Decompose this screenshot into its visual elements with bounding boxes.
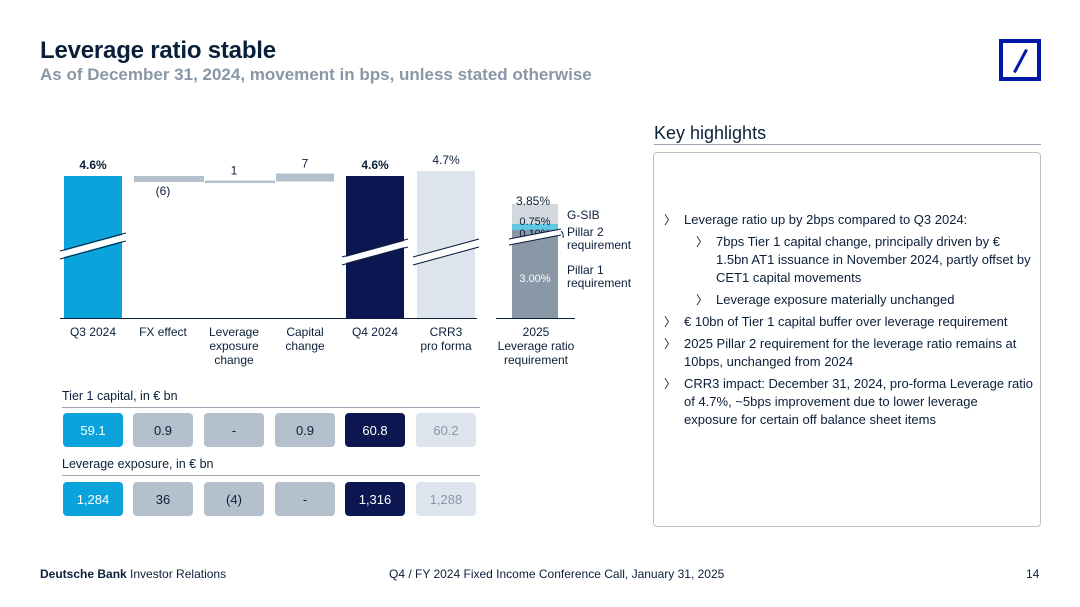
- highlight-text: 7bps Tier 1 capital change, principally …: [716, 234, 1031, 285]
- exposure-value-2: (4): [204, 482, 264, 516]
- requirement-category-label-1: Leverage ratio: [498, 339, 575, 353]
- axis-break-line-a-0: [59, 232, 127, 252]
- chevron-right-icon: 〉: [664, 315, 677, 329]
- chevron-right-icon: 〉: [664, 337, 677, 351]
- highlight-text: € 10bn of Tier 1 capital buffer over lev…: [684, 314, 1008, 329]
- requirement-category-label-0: 2025: [523, 325, 550, 339]
- bar-2: [205, 180, 275, 183]
- value-label-4: 4.6%: [361, 158, 389, 172]
- category-label-0-0: Q3 2024: [70, 325, 116, 339]
- value-label-2: 1: [231, 164, 238, 178]
- key-highlights-divider: [654, 144, 1041, 145]
- tier1-value-5: 60.2: [416, 413, 476, 447]
- highlight-bullet-0: 〉 Leverage ratio up by 2bps compared to Q…: [664, 211, 1034, 229]
- category-label-1-0: FX effect: [139, 325, 187, 339]
- highlight-text: Leverage ratio up by 2bps compared to Q3…: [684, 212, 968, 227]
- requirement-label-2: 0.75%: [519, 216, 550, 228]
- category-label-2-0: Leverage: [209, 325, 259, 339]
- requirement-segment-0: [512, 230, 558, 318]
- highlight-text: CRR3 impact: December 31, 2024, pro-form…: [684, 376, 1033, 427]
- exposure-row-divider: [62, 475, 480, 476]
- chevron-right-icon: 〉: [696, 293, 709, 307]
- requirement-name-pillar1-0: Pillar 1: [567, 263, 604, 277]
- highlight-bullet-3: 〉 € 10bn of Tier 1 capital buffer over le…: [664, 313, 1034, 331]
- tier1-value-0: 59.1: [63, 413, 123, 447]
- exposure-value-1: 36: [133, 482, 193, 516]
- requirement-segment-2: [512, 204, 558, 224]
- axis-break-line-a-4: [341, 238, 409, 258]
- category-label-4-0: Q4 2024: [352, 325, 398, 339]
- axis-break-gap-4: [341, 240, 409, 264]
- chevron-right-icon: 〉: [664, 377, 677, 391]
- value-label-0: 4.6%: [79, 158, 107, 172]
- tier1-row-label: Tier 1 capital, in € bn: [62, 389, 178, 403]
- tier1-value-1: 0.9: [133, 413, 193, 447]
- exposure-value-3: -: [275, 482, 335, 516]
- highlight-bullet-2: 〉 Leverage exposure materially unchanged: [696, 291, 1034, 309]
- category-label-3-0: Capital: [286, 325, 323, 339]
- chevron-right-icon: 〉: [696, 235, 709, 249]
- value-label-3: 7: [302, 157, 309, 171]
- requirement-name-pillar2-0: Pillar 2: [567, 225, 604, 239]
- axis-break-line-b-0: [59, 240, 127, 260]
- footer-event: Q4 / FY 2024 Fixed Income Conference Cal…: [389, 567, 725, 581]
- tier1-value-3: 0.9: [275, 413, 335, 447]
- axis-break-line-a-5: [412, 238, 480, 258]
- tier1-value-2: -: [204, 413, 264, 447]
- category-label-3-1: change: [285, 339, 325, 353]
- category-label-2-1: exposure: [209, 339, 259, 353]
- deutsche-bank-logo-icon: [999, 39, 1041, 81]
- exposure-value-4: 1,316: [345, 482, 405, 516]
- page-subtitle: As of December 31, 2024, movement in bps…: [40, 65, 592, 84]
- axis-break-line-b-5: [412, 246, 480, 266]
- requirement-name-pillar2-1: requirement: [567, 238, 632, 252]
- requirement-break-line-b: [508, 234, 562, 246]
- requirement-name-pillar1-1: requirement: [567, 276, 632, 290]
- requirement-category-label-2: requirement: [504, 353, 569, 367]
- pillar2-leader-line: [560, 230, 564, 239]
- exposure-value-5: 1,288: [416, 482, 476, 516]
- requirement-break-line-a: [508, 228, 562, 240]
- axis-break-line-b-4: [341, 246, 409, 266]
- tier1-value-4: 60.8: [345, 413, 405, 447]
- axis-break-gap-5: [412, 240, 480, 264]
- requirement-label-0: 3.00%: [519, 273, 550, 285]
- value-label-5: 4.7%: [432, 153, 460, 167]
- category-label-2-2: change: [214, 353, 254, 367]
- highlight-text: Leverage exposure materially unchanged: [716, 292, 955, 307]
- requirement-name-gsib: G-SIB: [567, 208, 600, 222]
- axis-break-gap-0: [59, 234, 127, 258]
- highlight-text: 2025 Pillar 2 requirement for the levera…: [684, 336, 1017, 369]
- requirement-segment-1: [512, 224, 558, 230]
- key-highlights-title: Key highlights: [654, 123, 767, 143]
- page-number: 14: [1026, 567, 1040, 581]
- category-label-5-1: pro forma: [420, 339, 472, 353]
- exposure-row-label: Leverage exposure, in € bn: [62, 457, 214, 471]
- key-highlights-list: 〉 Leverage ratio up by 2bps compared to Q…: [664, 211, 1034, 433]
- requirement-total-label: 3.85%: [516, 194, 550, 208]
- bar-1: [134, 176, 204, 182]
- footer-brand: Deutsche Bank Investor Relations: [40, 567, 227, 581]
- category-label-5-0: CRR3: [430, 325, 463, 339]
- highlight-bullet-1: 〉 7bps Tier 1 capital change, principally…: [696, 233, 1034, 287]
- highlight-bullet-4: 〉 2025 Pillar 2 requirement for the lever…: [664, 335, 1034, 371]
- page-title: Leverage ratio stable: [40, 37, 276, 64]
- key-highlights-panel: [653, 152, 1041, 527]
- highlight-bullet-5: 〉 CRR3 impact: December 31, 2024, pro-for…: [664, 375, 1034, 429]
- leverage-ratio-waterfall-chart: 4.6% Q3 2024 (6) FX effect 1 Leverageexposure…: [59, 153, 632, 367]
- value-label-1: (6): [156, 184, 171, 198]
- requirement-break-gap: [508, 229, 562, 245]
- bar-3: [276, 173, 334, 182]
- exposure-value-0: 1,284: [63, 482, 123, 516]
- tier1-row-divider: [62, 407, 480, 408]
- chevron-right-icon: 〉: [664, 213, 677, 227]
